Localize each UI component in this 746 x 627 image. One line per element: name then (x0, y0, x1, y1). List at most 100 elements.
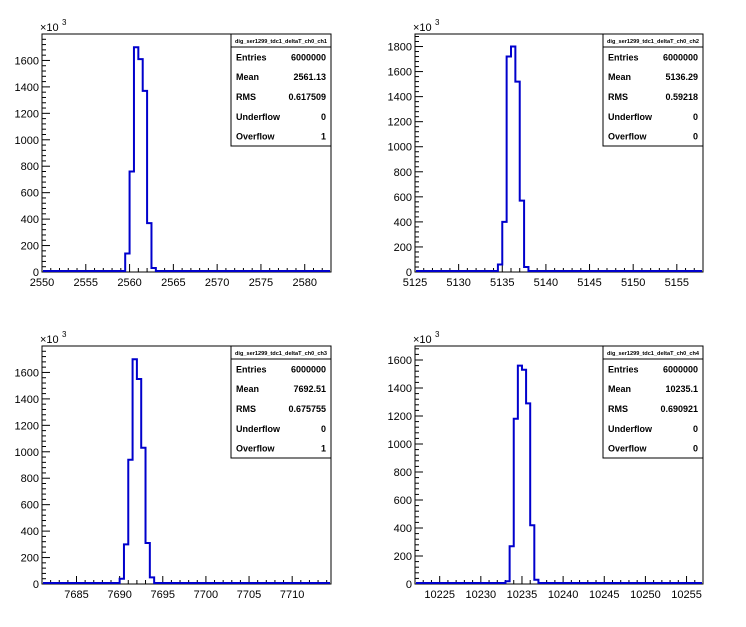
y-tick-label: 1200 (388, 117, 412, 129)
y-tick-label: 1000 (15, 447, 39, 459)
histogram-line (43, 358, 330, 584)
y-tick-label: 400 (21, 526, 39, 538)
stats-value: 0 (321, 112, 326, 122)
y-tick-label: 1600 (15, 55, 39, 67)
x-tick-label: 7690 (107, 589, 131, 601)
x-tick-label: 10235 (507, 589, 538, 601)
stats-value: 6000000 (663, 52, 698, 62)
x-tick-label: 5155 (665, 277, 689, 289)
histogram-panel-2: 0 200 400 600 800 1000 1200 1400 1600 1800 5125 513… (388, 18, 704, 289)
y-tick-label: 0 (406, 579, 412, 591)
stats-value: 0 (693, 112, 698, 122)
histogram-title: dig_ser1299_tdc1_deltaT_ch0_ch3 (235, 351, 327, 357)
x-tick-label: 10245 (589, 589, 620, 601)
stats-label: Underflow (236, 424, 281, 434)
stats-label: Entries (608, 364, 639, 374)
stats-label: Entries (236, 52, 267, 62)
stats-box: dig_ser1299_tdc1_deltaT_ch0_ch4 Entries 60… (602, 345, 704, 459)
y-tick-label: 1200 (15, 108, 39, 120)
histogram-line (416, 45, 702, 272)
stats-label: RMS (236, 404, 256, 414)
y-tick-label: 1000 (388, 439, 412, 451)
histogram-panel-3: 0 200 400 600 800 1000 1200 1400 1600 7685 7690 769… (15, 330, 332, 601)
stats-value: 6000000 (663, 364, 698, 374)
y-tick-label: 1000 (388, 142, 412, 154)
y-axis-multiplier-exponent: 3 (435, 18, 440, 27)
y-tick-label: 1600 (15, 367, 39, 379)
x-tick-label: 2580 (292, 277, 316, 289)
stats-value: 0 (693, 444, 698, 454)
stats-value: 1 (321, 444, 326, 454)
x-tick-label: 10230 (466, 589, 497, 601)
stats-value: 0.675755 (288, 404, 326, 414)
x-tick-label: 5150 (621, 277, 645, 289)
x-tick-label: 5130 (446, 277, 470, 289)
x-tick-label: 10225 (424, 589, 455, 601)
x-tick-label: 7710 (280, 589, 304, 601)
y-tick-label: 1400 (15, 394, 39, 406)
histogram-title: dig_ser1299_tdc1_deltaT_ch0_ch1 (235, 39, 327, 45)
stats-box: dig_ser1299_tdc1_deltaT_ch0_ch2 Entries 60… (602, 33, 704, 147)
y-tick-label: 200 (394, 242, 412, 254)
y-tick-label: 1600 (388, 355, 412, 367)
x-tick-label: 7685 (64, 589, 88, 601)
y-tick-label: 800 (21, 473, 39, 485)
y-axis-multiplier: ×10 (40, 22, 59, 34)
histogram-line (416, 364, 702, 584)
histogram-panel-4: 0 200 400 600 800 1000 1200 1400 1600 10225 10230 1… (388, 330, 704, 601)
y-tick-label: 0 (33, 579, 39, 591)
stats-label: Mean (608, 72, 631, 82)
y-tick-label: 1400 (388, 383, 412, 395)
stats-value: 1 (321, 132, 326, 142)
stats-box-frame (230, 345, 332, 459)
x-tick-label: 5145 (577, 277, 601, 289)
stats-label: Overflow (608, 444, 648, 454)
y-axis-multiplier-exponent: 3 (435, 330, 440, 339)
y-tick-label: 1200 (15, 420, 39, 432)
stats-label: RMS (236, 92, 256, 102)
y-tick-label: 400 (394, 217, 412, 229)
y-tick-label: 1800 (388, 42, 412, 54)
histogram-title: dig_ser1299_tdc1_deltaT_ch0_ch4 (607, 351, 700, 357)
stats-label: Overflow (236, 132, 276, 142)
y-axis-multiplier: ×10 (40, 334, 59, 346)
y-tick-label: 200 (394, 551, 412, 563)
y-axis-multiplier-exponent: 3 (62, 18, 67, 27)
x-tick-label: 7700 (194, 589, 218, 601)
histogram-title: dig_ser1299_tdc1_deltaT_ch0_ch2 (607, 39, 699, 45)
y-tick-label: 0 (33, 267, 39, 279)
stats-value: 5136.29 (665, 72, 698, 82)
y-axis-multiplier: ×10 (413, 334, 432, 346)
stats-box-frame (230, 33, 332, 147)
y-tick-label: 600 (21, 188, 39, 200)
stats-label: Underflow (608, 424, 653, 434)
stats-label: Overflow (236, 444, 276, 454)
x-tick-label: 7695 (151, 589, 175, 601)
stats-value: 10235.1 (665, 384, 698, 394)
y-tick-label: 1400 (15, 82, 39, 94)
y-tick-label: 200 (21, 241, 39, 253)
stats-value: 6000000 (291, 364, 326, 374)
y-tick-label: 1400 (388, 92, 412, 104)
stats-label: Entries (236, 364, 267, 374)
y-tick-label: 800 (394, 467, 412, 479)
y-tick-label: 0 (406, 267, 412, 279)
x-tick-label: 2560 (117, 277, 141, 289)
stats-box-frame (602, 33, 704, 147)
x-tick-label: 10255 (671, 589, 702, 601)
stats-label: RMS (608, 404, 628, 414)
y-tick-label: 200 (21, 553, 39, 565)
stats-label: Mean (236, 384, 259, 394)
stats-label: Mean (236, 72, 259, 82)
stats-label: Entries (608, 52, 639, 62)
y-tick-label: 1600 (388, 67, 412, 79)
stats-value: 0 (693, 132, 698, 142)
y-axis-multiplier-exponent: 3 (62, 330, 67, 339)
x-tick-label: 10250 (630, 589, 661, 601)
stats-value: 0.59218 (665, 92, 698, 102)
stats-label: Underflow (236, 112, 281, 122)
x-tick-label: 5140 (534, 277, 558, 289)
stats-box: dig_ser1299_tdc1_deltaT_ch0_ch1 Entries 60… (230, 33, 332, 147)
x-tick-label: 5135 (490, 277, 514, 289)
